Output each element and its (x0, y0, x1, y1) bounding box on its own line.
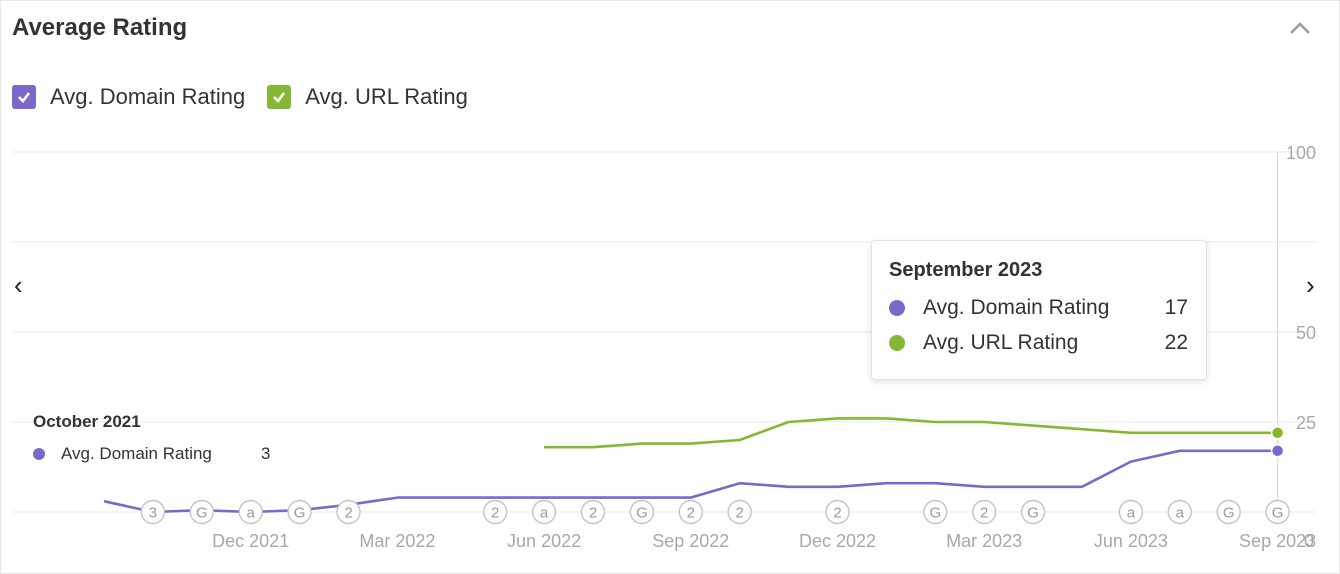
annotation-label: 2 (980, 505, 988, 522)
chart-legend: Avg. Domain Rating Avg. URL Rating (12, 84, 490, 110)
tooltip-row: Avg. Domain Rating 17 (889, 296, 1188, 320)
y-tick-label: 50 (1296, 323, 1316, 343)
x-tick-label: Dec 2021 (212, 531, 289, 551)
tooltip-title: October 2021 (33, 412, 141, 431)
x-tick-label: Mar 2022 (359, 531, 435, 551)
annotation-label: 2 (736, 505, 744, 522)
x-tick-label: Mar 2023 (946, 531, 1022, 551)
active-point (1270, 426, 1285, 440)
annotation-label: G (636, 505, 648, 522)
tooltip-series-name: Avg. Domain Rating (61, 444, 212, 463)
annotation-marker (678, 499, 703, 525)
series-dot-icon (889, 300, 905, 316)
x-tick-label: Jun 2022 (507, 531, 581, 551)
annotation-marker (483, 499, 508, 525)
tooltip-october-2021: October 2021 Avg. Domain Rating 3 (33, 412, 293, 464)
annotation-label: G (1272, 505, 1284, 522)
legend-label: Avg. URL Rating (305, 84, 468, 109)
annotation-label: a (1176, 505, 1185, 522)
annotation-marker (1020, 499, 1046, 525)
annotation-label: G (1027, 505, 1039, 522)
legend-toggle-url-rating[interactable]: Avg. URL Rating (267, 84, 468, 110)
annotation-label: 2 (687, 505, 695, 522)
annotation-marker (1118, 499, 1144, 525)
tooltip-series-name: Avg. URL Rating (923, 331, 1079, 354)
annotation-marker (140, 499, 166, 525)
x-tick-label: Jun 2023 (1094, 531, 1168, 551)
y-tick-label: 25 (1296, 413, 1316, 433)
annotation-marker (923, 499, 948, 525)
annotation-marker (727, 499, 752, 525)
y-tick-label: 100 (1286, 143, 1316, 163)
annotation-label: G (929, 505, 941, 522)
annotation-label: G (294, 505, 306, 522)
annotation-label: 2 (344, 505, 352, 522)
annotation-marker (825, 499, 850, 525)
annotation-marker (580, 499, 606, 525)
annotation-label: a (1127, 505, 1136, 522)
card-title: Average Rating (12, 14, 188, 41)
annotation-label: a (247, 505, 256, 522)
y-tick-label: 0 (1304, 531, 1314, 551)
tooltip-series-name: Avg. Domain Rating (923, 296, 1110, 319)
x-tick-label: Sep 2022 (652, 531, 729, 551)
tooltip-series-value: 17 (1164, 296, 1188, 319)
annotation-label: 2 (491, 505, 499, 522)
legend-label: Avg. Domain Rating (50, 84, 246, 109)
tooltip-series-value: 3 (261, 444, 271, 463)
checkbox-checked-icon[interactable] (267, 85, 292, 109)
x-tick-label: Dec 2022 (799, 531, 876, 551)
tooltip-series-value: 22 (1164, 331, 1188, 354)
annotation-marker (972, 499, 997, 525)
tooltip-row: Avg. Domain Rating 3 (33, 444, 293, 464)
annotation-marker (1265, 499, 1290, 525)
tooltip-title: September 2023 (889, 259, 1043, 281)
annotation-marker (629, 499, 655, 525)
annotation-marker (287, 499, 312, 525)
chevron-up-icon[interactable] (1287, 16, 1313, 42)
annotation-marker (189, 499, 215, 525)
tooltip-row: Avg. URL Rating 22 (889, 331, 1188, 355)
chevron-right-icon[interactable]: › (1306, 270, 1315, 300)
annotation-marker (1216, 499, 1241, 525)
x-tick-label: Sep 2023 (1239, 531, 1316, 551)
series-dot-icon (33, 448, 45, 460)
annotation-label: G (1223, 505, 1235, 522)
annotation-marker (336, 499, 361, 525)
annotation-label: 2 (589, 505, 597, 522)
annotation-label: G (196, 505, 208, 522)
checkbox-checked-icon[interactable] (12, 85, 36, 109)
annotation-marker (1167, 499, 1193, 525)
annotation-marker (238, 499, 263, 525)
annotation-label: a (540, 505, 549, 522)
legend-toggle-domain-rating[interactable]: Avg. Domain Rating (12, 84, 245, 110)
active-point (1270, 444, 1285, 458)
annotation-label: 2 (833, 505, 841, 522)
series-line-url-rating (544, 417, 1278, 449)
tooltip-september-2023: September 2023 Avg. Domain Rating 17 Avg… (871, 240, 1207, 380)
series-dot-icon (889, 335, 905, 351)
annotation-label: 3 (149, 505, 157, 522)
chevron-left-icon[interactable]: ‹ (14, 270, 23, 300)
annotation-marker (531, 499, 557, 525)
